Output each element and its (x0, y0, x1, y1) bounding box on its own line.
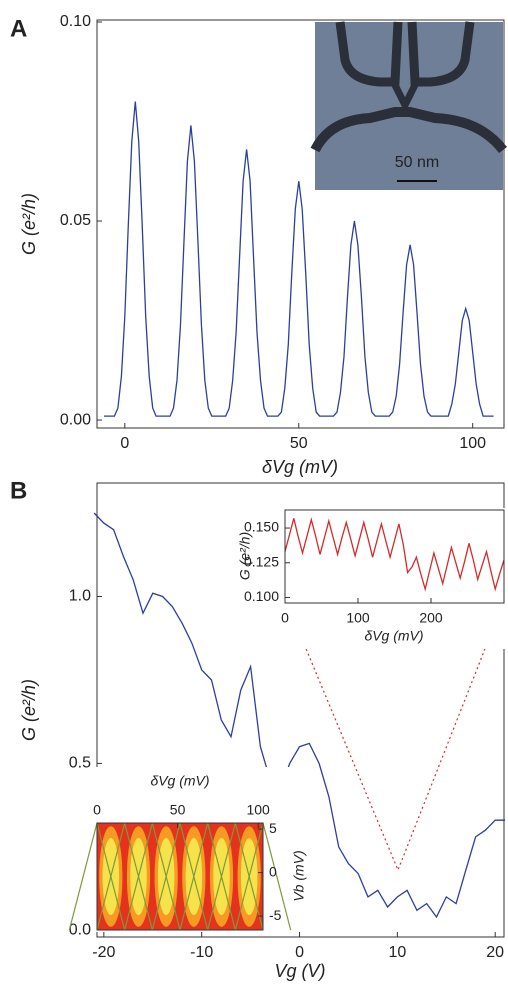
sem-image (310, 21, 507, 190)
y-tick-label: 0.5 (69, 755, 91, 772)
y-tick-label: 0.125 (244, 553, 279, 569)
y-axis-label: Vb (mV) (291, 850, 307, 901)
x-tick-label: 100 (459, 435, 486, 452)
x-axis-label: δVg (mV) (364, 628, 423, 644)
axes-frame (96, 482, 505, 938)
y-tick-label: 1.0 (69, 588, 91, 605)
axes-frame (96, 822, 264, 931)
data-line (104, 101, 494, 417)
x-axis-label: Vg (V) (274, 961, 325, 981)
x-tick-label: -20 (92, 944, 115, 961)
x-tick-label: 200 (419, 610, 443, 626)
y-axis-label: G (e²/h) (237, 532, 253, 580)
map-line (207, 822, 236, 931)
y-tick-label: 0.150 (244, 519, 279, 535)
y-axis-label: G (e²/h) (19, 193, 39, 255)
x-tick-label: 50 (170, 802, 186, 818)
y-tick-label: 0.0 (69, 922, 91, 939)
y-tick-label: -5 (269, 907, 282, 923)
x-axis-label: δVg (mV) (150, 773, 209, 789)
x-tick-label: 0 (281, 610, 289, 626)
panel-label: B (10, 477, 27, 504)
x-tick-label: 0 (295, 944, 304, 961)
map-line (96, 822, 126, 931)
x-tick-label: 10 (388, 944, 406, 961)
map-line (234, 822, 264, 931)
plot: -20 -10 0 10 20 0.0 0.5 1.0 Vg (V) G (e²/h) B (10, 477, 505, 981)
x-tick-label: 100 (346, 610, 370, 626)
map-line (179, 822, 209, 931)
data-line (93, 512, 505, 919)
x-tick-label: 0 (120, 435, 129, 452)
x-tick-label: -10 (190, 944, 213, 961)
map-line (262, 822, 292, 931)
y-tick-label: 0.00 (60, 411, 91, 428)
map-background (97, 823, 263, 930)
data-line (284, 517, 505, 592)
x-tick-label: 20 (486, 944, 504, 961)
map-line (151, 822, 181, 931)
x-tick-label: 0 (93, 802, 101, 818)
y-axis-label: G (e²/h) (19, 679, 39, 741)
x-tick-label: 50 (290, 435, 308, 452)
y-tick-label: 5 (269, 820, 277, 836)
x-tick-label: 100 (246, 802, 270, 818)
plot: 0 100 200 0.100 0.125 0.150 δVg (mV) G (e²/h) (225, 508, 506, 649)
x-axis-label: δVg (mV) (262, 457, 338, 477)
map-line (68, 822, 98, 931)
y-tick-label: 0.100 (244, 588, 279, 604)
plot: 0 50 100 0.00 0.05 0.10 δVg (mV) G (e²/h) A (10, 13, 505, 477)
y-tick-label: 0 (269, 863, 277, 879)
map-line (124, 822, 153, 931)
y-tick-label: 0.05 (60, 212, 91, 229)
axes-frame (284, 509, 505, 604)
panel-label: A (10, 15, 27, 42)
inset-background (225, 508, 506, 649)
scale-bar-label: 50 nm (395, 154, 439, 171)
axes-frame (96, 19, 505, 429)
zoom-guide (286, 602, 504, 872)
y-tick-label: 0.10 (60, 13, 91, 30)
